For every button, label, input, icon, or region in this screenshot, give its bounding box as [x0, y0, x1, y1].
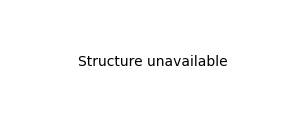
Text: Structure unavailable: Structure unavailable — [78, 55, 228, 69]
